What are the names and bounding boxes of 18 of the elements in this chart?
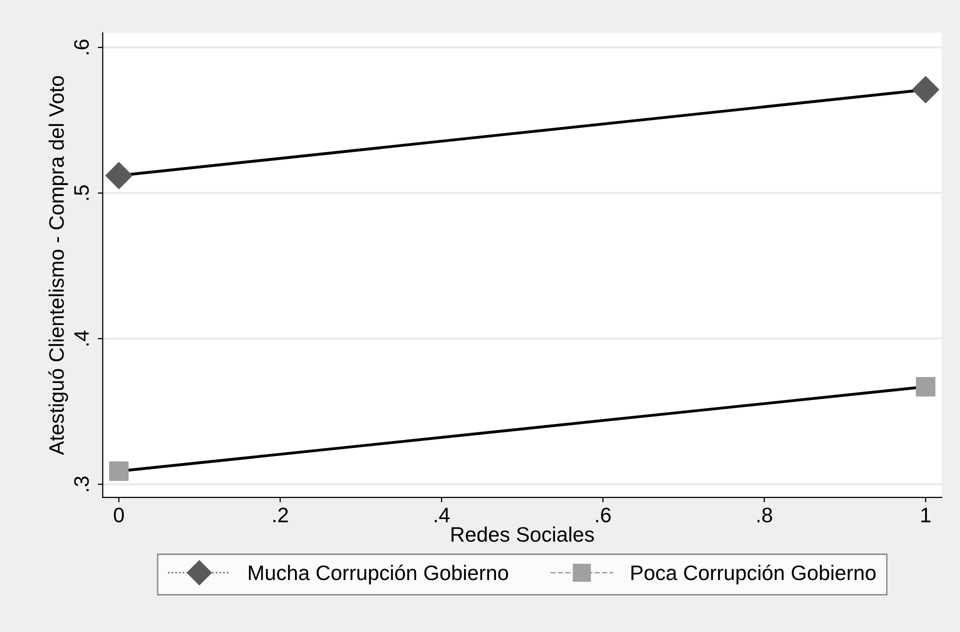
y-tick-label: .6 (74, 40, 89, 54)
x-tick-label: .6 (596, 508, 611, 522)
x-axis-title: Redes Sociales (452, 526, 594, 542)
x-tick-label: 0 (114, 508, 124, 522)
y-tick-label: .3 (74, 476, 89, 492)
point (912, 76, 940, 104)
y-tick-label: .4 (74, 330, 89, 346)
legend-label: Mucha Corrupción Gobierno (248, 564, 508, 584)
x-tick-label: .2 (273, 508, 288, 522)
y-axis-title: Atestiguó Clientelismo - Compra del Voto (48, 76, 68, 455)
x-tick-label: 1 (921, 508, 930, 522)
y-tick-label: .5 (74, 185, 89, 200)
x-tick-label: .8 (757, 508, 772, 522)
legend-label: Poca Corrupción Gobierno (631, 564, 876, 584)
point (105, 162, 132, 190)
point (109, 461, 129, 481)
x-tick-label: .4 (434, 508, 450, 522)
point (916, 376, 936, 396)
